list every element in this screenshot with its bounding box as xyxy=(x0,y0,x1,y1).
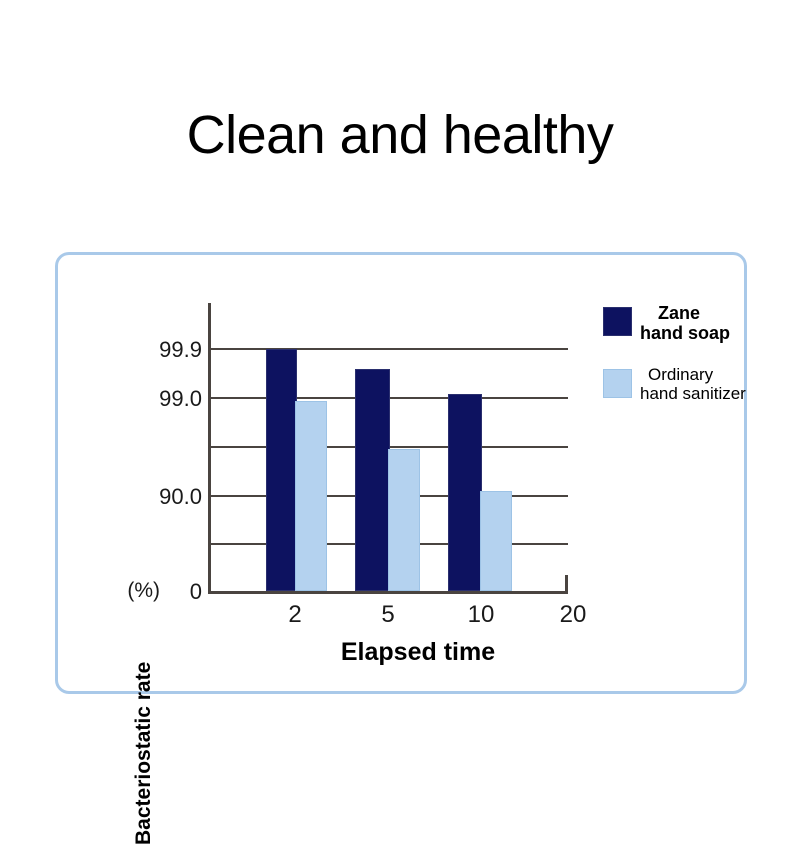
x-tick-20: 20 xyxy=(559,601,587,628)
x-axis-line xyxy=(208,591,568,594)
x-axis-title: Elapsed time xyxy=(340,638,496,666)
y-axis-title: Bacteriostatic rate xyxy=(132,661,155,845)
legend-item-ordinary-hand-sanitizer: Ordinary hand sanitizer xyxy=(603,365,746,403)
legend-swatch-ordinary xyxy=(603,369,632,398)
page-title: Clean and healthy xyxy=(186,105,614,165)
y-tick-99-0: 99.0 xyxy=(159,386,202,411)
y-axis-title-wrapper: Bacteriostatic rate xyxy=(106,585,155,845)
x-tick-10: 10 xyxy=(467,601,495,628)
legend-label-ordinary-line2: hand sanitizer xyxy=(640,384,746,404)
legend-label-zane-line2: hand soap xyxy=(640,323,731,344)
legend-label-zane-line1: Zane xyxy=(658,303,701,323)
y-tick-99-9: 99.9 xyxy=(159,337,202,362)
bar-ordinary-10 xyxy=(480,491,512,591)
chart-card: 99.9 99.0 90.0 0 (%) Bacteriostatic rate… xyxy=(55,252,747,845)
legend-swatch-zane xyxy=(603,307,632,336)
bar-zane-10 xyxy=(448,394,482,591)
legend-item-zane-hand-soap: Zane hand soap xyxy=(603,303,730,343)
y-tick-0: 0 xyxy=(189,579,202,604)
y-unit-label: (%) xyxy=(127,579,160,602)
bar-zane-2 xyxy=(266,349,297,591)
gridline-99-9 xyxy=(208,348,568,350)
plot-area: 2 5 10 20 xyxy=(208,303,586,628)
x-axis-end-tick xyxy=(565,575,568,593)
bar-ordinary-5 xyxy=(388,449,420,591)
legend-label-ordinary: Ordinary hand sanitizer xyxy=(640,365,746,403)
x-tick-2: 2 xyxy=(288,601,302,628)
bar-ordinary-2 xyxy=(295,401,327,591)
y-axis-tick-labels: 99.9 99.0 90.0 0 (%) xyxy=(78,255,202,697)
x-tick-5: 5 xyxy=(381,601,395,628)
y-tick-90-0: 90.0 xyxy=(159,484,202,509)
bar-zane-5 xyxy=(355,369,390,591)
legend-label-ordinary-line1: Ordinary xyxy=(648,365,714,384)
y-axis-line xyxy=(208,303,211,593)
legend-label-zane: Zane hand soap xyxy=(640,303,730,343)
